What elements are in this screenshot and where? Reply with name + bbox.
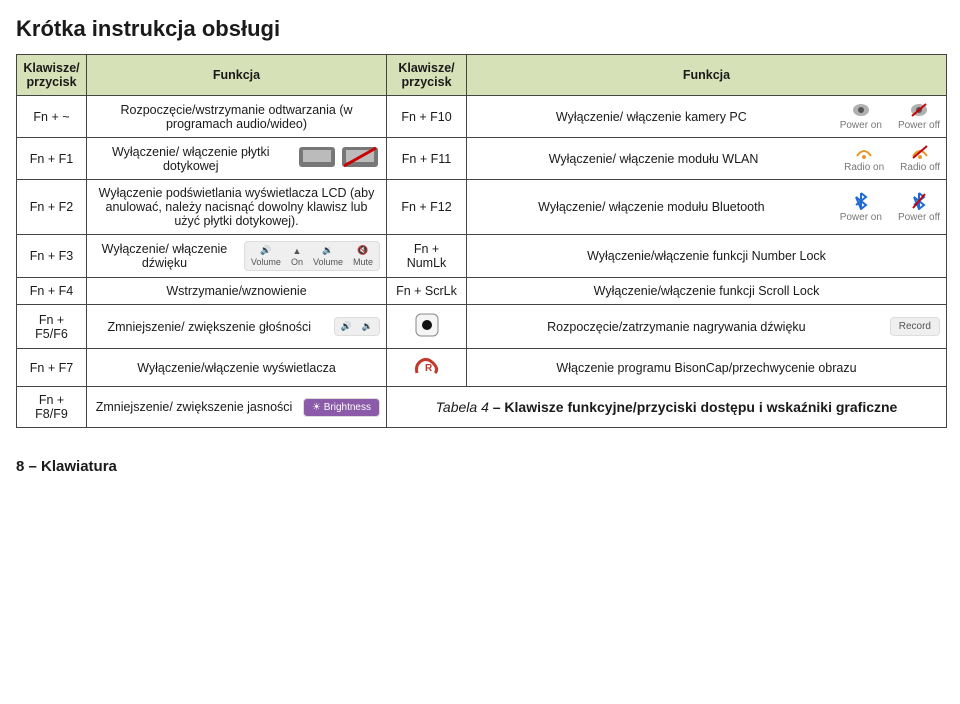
key-cell: Fn + F12: [387, 180, 467, 235]
wlan-osd-icons: Radio on Radio off: [844, 144, 940, 173]
col-keys-left: Klawisze/ przycisk: [17, 55, 87, 96]
func-cell: Wyłączenie/ włączenie dźwięku 🔊Volume ▲O…: [87, 235, 387, 278]
wlan-on-icon: [854, 144, 874, 160]
brightness-osd: ☀ Brightness: [303, 398, 380, 417]
func-cell: Zmniejszenie/ zwiększenie głośności 🔊 🔉: [87, 305, 387, 349]
key-cell: Fn + F11: [387, 138, 467, 180]
page-title: Krótka instrukcja obsługi: [16, 16, 944, 42]
record-button-icon: [413, 311, 441, 339]
key-cell: Fn + F2: [17, 180, 87, 235]
func-text: Wyłączenie/ włączenie modułu WLAN: [473, 152, 834, 166]
func-text: Wyłączenie/ włączenie dźwięku: [93, 242, 236, 270]
func-cell: Wyłączenie/ włączenie kamery PC Power on: [467, 96, 947, 138]
page-footer: 8 – Klawiatura: [16, 458, 944, 475]
table-caption-cell: Tabela 4 – Klawisze funkcyjne/przyciski …: [387, 387, 947, 428]
camera-off-icon: [909, 102, 929, 118]
key-cell: Fn + F3: [17, 235, 87, 278]
table-row: Fn + F7 Wyłączenie/włączenie wyświetlacz…: [17, 349, 947, 387]
func-cell: Wyłączenie/ włączenie płytki dotykowej: [87, 138, 387, 180]
key-cell-icon: [387, 305, 467, 349]
func-cell: Wyłączenie/ włączenie modułu WLAN Radio …: [467, 138, 947, 180]
key-cell: Fn + F10: [387, 96, 467, 138]
key-cell: Fn + F8/F9: [17, 387, 87, 428]
func-cell: Rozpoczęcie/zatrzymanie nagrywania dźwię…: [467, 305, 947, 349]
func-cell: Wstrzymanie/wznowienie: [87, 278, 387, 305]
wlan-off-icon: [910, 144, 930, 160]
svg-text:R: R: [425, 363, 433, 374]
key-cell-icon: R: [387, 349, 467, 387]
func-text: Wyłączenie/ włączenie płytki dotykowej: [93, 145, 289, 173]
caption-label: Tabela 4: [436, 399, 489, 415]
table-row: Fn + F5/F6 Zmniejszenie/ zwiększenie gło…: [17, 305, 947, 349]
key-cell: Fn + F1: [17, 138, 87, 180]
func-cell: Wyłączenie/włączenie wyświetlacza: [87, 349, 387, 387]
func-text: Zmniejszenie/ zwiększenie jasności: [93, 400, 295, 414]
key-cell: Fn + F5/F6: [17, 305, 87, 349]
func-text: Wyłączenie/ włączenie kamery PC: [473, 110, 830, 124]
col-func-left: Funkcja: [87, 55, 387, 96]
bluetooth-off-icon: [911, 192, 927, 210]
volume-updown-osd: 🔊 🔉: [334, 317, 380, 336]
table-row: Fn + F8/F9 Zmniejszenie/ zwiększenie jas…: [17, 387, 947, 428]
func-cell: Rozpoczęcie/wstrzymanie odtwarzania (w p…: [87, 96, 387, 138]
table-row: Fn + ~ Rozpoczęcie/wstrzymanie odtwarzan…: [17, 96, 947, 138]
table-row: Fn + F2 Wyłączenie podświetlania wyświet…: [17, 180, 947, 235]
function-key-table: Klawisze/ przycisk Funkcja Klawisze/ prz…: [16, 54, 947, 428]
bisoncap-icon: R: [413, 355, 441, 377]
func-cell: Włączenie programu BisonCap/przechwyceni…: [467, 349, 947, 387]
key-cell: Fn + ScrLk: [387, 278, 467, 305]
key-cell: Fn + F4: [17, 278, 87, 305]
func-text: Rozpoczęcie/zatrzymanie nagrywania dźwię…: [473, 320, 880, 334]
key-cell: Fn + ~: [17, 96, 87, 138]
caption-text: – Klawisze funkcyjne/przyciski dostępu i…: [493, 399, 898, 415]
bluetooth-on-icon: [853, 192, 869, 210]
touchpad-icons: [297, 144, 380, 173]
camera-on-icon: [851, 102, 871, 118]
table-row: Fn + F3 Wyłączenie/ włączenie dźwięku 🔊V…: [17, 235, 947, 278]
col-func-right: Funkcja: [467, 55, 947, 96]
key-cell: Fn + F7: [17, 349, 87, 387]
camera-osd-icons: Power on Power off: [840, 102, 940, 131]
record-osd: Record: [890, 317, 940, 336]
func-text: Zmniejszenie/ zwiększenie głośności: [93, 320, 326, 334]
func-cell: Wyłączenie/ włączenie modułu Bluetooth P…: [467, 180, 947, 235]
bluetooth-osd-icons: Power on Power off: [840, 192, 940, 223]
func-cell: Wyłączenie podświetlania wyświetlacza LC…: [87, 180, 387, 235]
func-cell: Wyłączenie/włączenie funkcji Scroll Lock: [467, 278, 947, 305]
table-row: Fn + F4 Wstrzymanie/wznowienie Fn + ScrL…: [17, 278, 947, 305]
func-text: Wyłączenie/ włączenie modułu Bluetooth: [473, 200, 830, 214]
func-cell: Zmniejszenie/ zwiększenie jasności ☀ Bri…: [87, 387, 387, 428]
col-keys-right: Klawisze/ przycisk: [387, 55, 467, 96]
table-row: Fn + F1 Wyłączenie/ włączenie płytki dot…: [17, 138, 947, 180]
key-cell: Fn + NumLk: [387, 235, 467, 278]
volume-osd-icons: 🔊Volume ▲On 🔉Volume 🔇Mute: [244, 241, 380, 271]
func-cell: Wyłączenie/włączenie funkcji Number Lock: [467, 235, 947, 278]
